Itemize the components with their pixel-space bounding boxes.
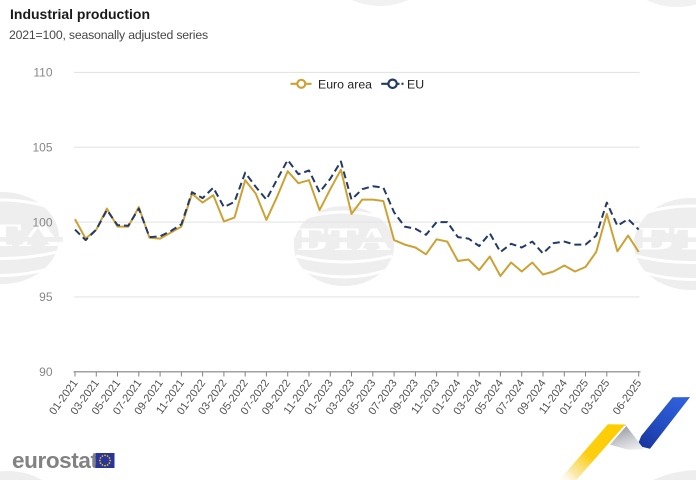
svg-text:БТА: БТА [0,218,63,254]
svg-text:95: 95 [39,290,53,304]
svg-text:110: 110 [33,66,52,80]
svg-text:Euro area: Euro area [318,77,372,91]
svg-text:06-2025: 06-2025 [611,378,644,418]
svg-text:90: 90 [39,365,53,379]
svg-text:EU: EU [407,77,424,91]
svg-text:100: 100 [32,215,52,229]
svg-text:105: 105 [32,141,52,155]
